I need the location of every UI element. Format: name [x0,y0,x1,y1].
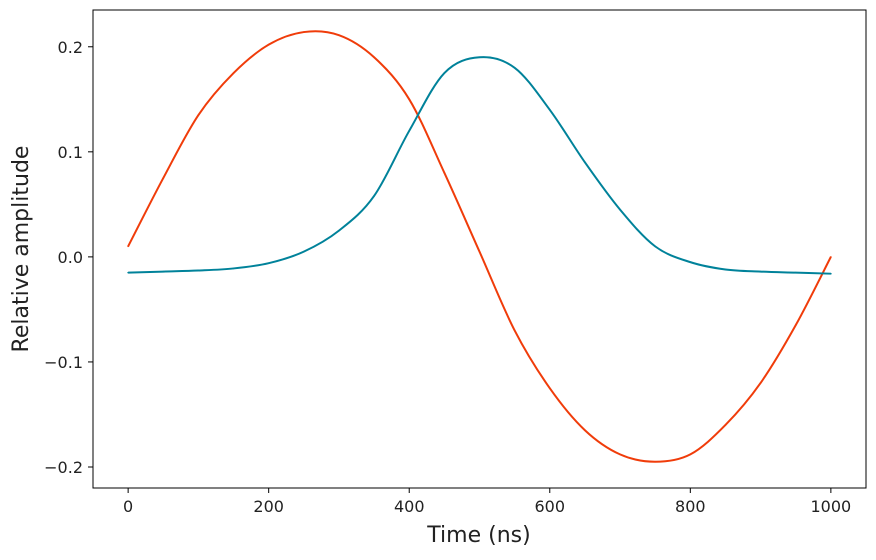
data-point [373,195,375,197]
y-tick-label: 0.1 [58,143,83,162]
data-point [162,177,165,179]
y-axis-label: Relative amplitude [9,146,34,353]
x-tick-label: 1000 [811,497,852,516]
data-point [267,43,270,46]
series-group [127,30,832,463]
data-point [689,453,692,456]
data-point [303,31,305,33]
y-axis: −0.2 −0.1 0.0 0.1 0.2 [44,38,93,477]
data-point [724,268,727,271]
data-point [127,271,129,274]
data-point [478,250,481,253]
data-point [478,56,481,59]
x-axis-label: Time (ns) [426,523,530,548]
data-point [127,245,129,248]
data-point [443,72,446,74]
data-point [584,161,586,164]
x-axis: 0 200 400 600 800 1000 [123,488,851,516]
data-point [654,245,656,248]
data-point [197,269,200,272]
data-point [232,72,235,74]
data-point [830,256,832,258]
x-tick-label: 200 [253,497,284,516]
data-point [232,267,235,270]
data-point [408,98,411,101]
data-point [830,272,832,275]
data-point [619,208,621,211]
x-tick-label: 400 [394,497,425,516]
y-tick-label: 0.2 [58,38,83,57]
data-point [267,262,270,264]
data-point [338,34,340,37]
y-tick-label: −0.1 [44,353,83,372]
x-tick-label: 600 [534,497,565,516]
data-point [513,329,516,332]
series-line-1 [127,30,832,463]
data-point [689,261,692,263]
data-point [584,429,586,432]
data-point [759,270,762,273]
data-point [443,172,446,174]
data-point [548,387,551,389]
data-point [513,66,516,69]
data-point [794,324,797,326]
data-point [303,250,305,253]
data-point [759,382,762,384]
data-point [197,114,200,116]
data-point [724,424,727,426]
series-line-2 [128,56,831,275]
x-tick-label: 0 [123,497,133,516]
data-point [373,56,375,59]
data-point [338,229,340,232]
y-tick-label: 0.0 [58,248,83,267]
plot-frame [92,9,867,489]
data-point [162,270,165,273]
data-point [794,271,797,274]
data-point [408,130,411,132]
y-tick-label: −0.2 [44,458,83,477]
data-point [548,109,551,111]
data-point [619,453,621,456]
data-point [654,460,656,463]
x-tick-label: 800 [675,497,706,516]
